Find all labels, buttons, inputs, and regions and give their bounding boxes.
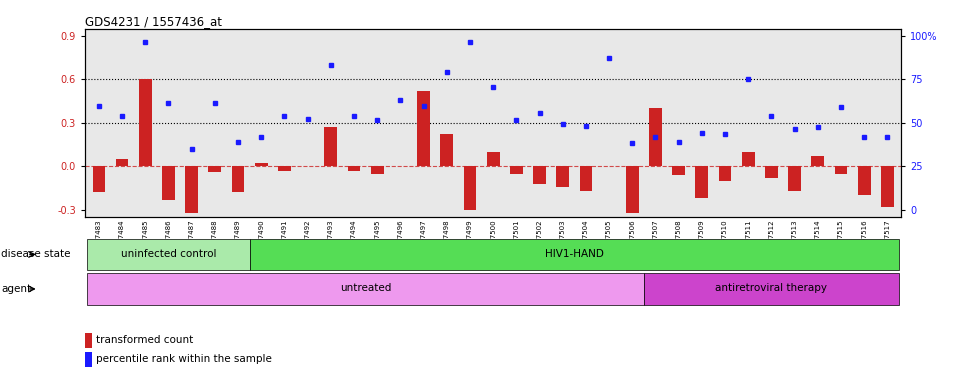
- Bar: [672, 166, 685, 175]
- Text: transformed count: transformed count: [96, 335, 193, 345]
- Bar: [487, 152, 499, 166]
- Text: untreated: untreated: [340, 283, 391, 293]
- Bar: [232, 166, 244, 192]
- Bar: [85, 333, 92, 348]
- Text: disease state: disease state: [1, 249, 71, 260]
- Bar: [858, 166, 870, 195]
- Bar: [87, 239, 249, 270]
- Bar: [719, 166, 731, 181]
- Bar: [249, 239, 899, 270]
- Bar: [209, 166, 221, 172]
- Bar: [162, 166, 175, 200]
- Bar: [580, 166, 592, 191]
- Bar: [510, 166, 523, 174]
- Bar: [742, 152, 754, 166]
- Bar: [765, 166, 778, 178]
- Bar: [649, 108, 662, 166]
- Text: HIV1-HAND: HIV1-HAND: [545, 249, 604, 259]
- Text: percentile rank within the sample: percentile rank within the sample: [96, 354, 271, 364]
- Bar: [87, 273, 644, 305]
- Bar: [835, 166, 847, 174]
- Bar: [116, 159, 128, 166]
- Text: GDS4231 / 1557436_at: GDS4231 / 1557436_at: [85, 15, 222, 28]
- Bar: [85, 352, 92, 367]
- Bar: [464, 166, 476, 210]
- Bar: [278, 166, 291, 170]
- Bar: [811, 156, 824, 166]
- Bar: [185, 166, 198, 213]
- Bar: [255, 164, 268, 166]
- Bar: [556, 166, 569, 187]
- Bar: [881, 166, 894, 207]
- Bar: [788, 166, 801, 191]
- Bar: [348, 166, 360, 170]
- Bar: [533, 166, 546, 184]
- Bar: [626, 166, 639, 213]
- Text: agent: agent: [1, 284, 31, 294]
- Bar: [139, 79, 152, 166]
- Bar: [93, 166, 105, 192]
- Text: uninfected control: uninfected control: [121, 249, 216, 259]
- Bar: [417, 91, 430, 166]
- Bar: [696, 166, 708, 198]
- Text: antiretroviral therapy: antiretroviral therapy: [716, 283, 828, 293]
- Bar: [371, 166, 384, 174]
- Bar: [440, 134, 453, 166]
- Bar: [325, 127, 337, 166]
- Bar: [644, 273, 899, 305]
